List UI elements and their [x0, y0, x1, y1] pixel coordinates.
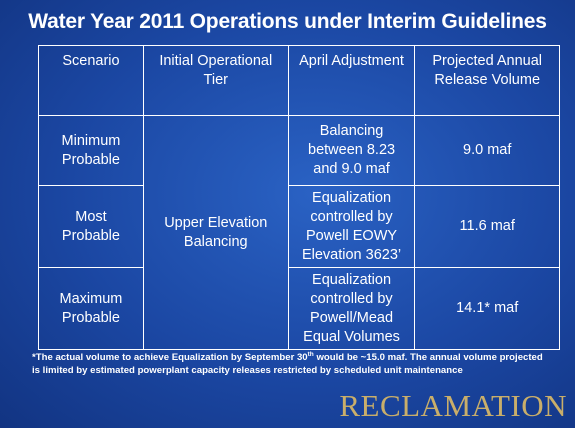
adjustment-cell: Equalization controlled by Powell/Mead E…: [287, 267, 416, 350]
volume-cell: 11.6 maf: [414, 185, 560, 268]
tier-cell: Upper Elevation Balancing: [142, 115, 289, 350]
header-cell: Projected Annual Release Volume: [414, 45, 560, 116]
table-row: Minimum Probable Upper Elevation Balanci…: [38, 115, 560, 350]
slide-title: Water Year 2011 Operations under Interim…: [28, 10, 547, 33]
operations-table: Scenario Initial Operational Tier April …: [38, 45, 560, 350]
logo: RECLAMATION: [339, 388, 567, 423]
table-row: Maximum Probable Equalization controlled…: [38, 267, 560, 350]
scenario-cell: Most Probable: [38, 185, 144, 268]
footnote-superscript: th: [307, 351, 314, 358]
volume-cell: 14.1* maf: [414, 267, 560, 350]
footnote-text: *The actual volume to achieve Equalizati…: [32, 352, 308, 364]
header-cell: Scenario: [38, 45, 144, 116]
header-row: Scenario Initial Operational Tier April …: [38, 45, 560, 116]
footnote-text: would be ~15.0 maf. The annual volume pr…: [32, 352, 543, 377]
scenario-cell: Minimum Probable: [38, 115, 144, 186]
adjustment-cell: Balancing between 8.23 and 9.0 maf: [287, 115, 416, 186]
footnote: *The actual volume to achieve Equalizati…: [32, 348, 552, 377]
volume-cell: 9.0 maf: [414, 115, 560, 186]
header-cell: April Adjustment: [287, 45, 416, 116]
adjustment-cell: Equalization controlled by Powell EOWY E…: [287, 185, 416, 268]
scenario-cell: Maximum Probable: [38, 267, 144, 350]
table-row: Most Probable Equalization controlled by…: [38, 185, 560, 268]
header-cell: Initial Operational Tier: [142, 45, 289, 116]
